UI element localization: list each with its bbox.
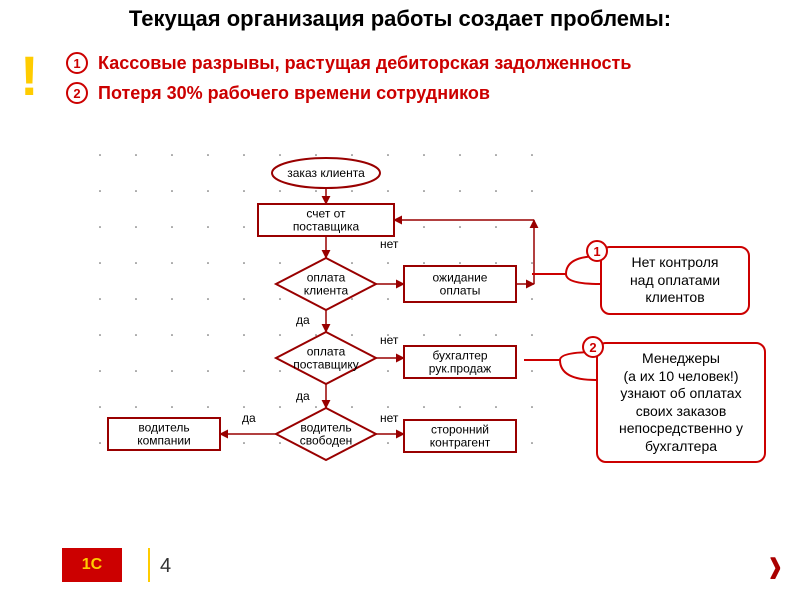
svg-text:оплата: оплата [307,345,346,359]
callout-2-line1: Менеджеры [608,350,754,368]
footer-divider [148,548,150,582]
svg-text:нет: нет [380,333,399,347]
svg-text:сторонний: сторонний [431,423,489,437]
logo-1c: 1C [62,548,122,582]
svg-text:ожидание: ожидание [433,271,488,285]
svg-text:да: да [296,389,310,403]
callout-2-line3: узнают об оплатах [608,385,754,403]
svg-text:рук.продаж: рук.продаж [429,362,491,376]
svg-text:счет от: счет от [306,207,346,221]
callout-1-line1: Нет контроля [612,254,738,272]
callout-1-badge: 1 [586,240,608,262]
svg-text:клиента: клиента [304,284,349,298]
svg-text:оплата: оплата [307,271,346,285]
callout-2-badge: 2 [582,336,604,358]
page-number: 4 [160,555,171,578]
svg-text:компании: компании [137,434,191,448]
svg-text:да: да [296,313,310,327]
svg-text:поставщику: поставщику [293,358,359,372]
callout-2-line5: непосредственно у [608,420,754,438]
callout-1-line2: над оплатами [612,272,738,290]
svg-text:заказ клиента: заказ клиента [287,166,365,180]
svg-text:контрагент: контрагент [430,436,491,450]
callout-2: Менеджеры (а их 10 человек!) узнают об о… [596,342,766,463]
svg-text:водитель: водитель [138,421,189,435]
callout-2-line4: своих заказов [608,403,754,421]
callout-1: Нет контроля над оплатами клиентов [600,246,750,315]
svg-text:бухгалтер: бухгалтер [432,349,487,363]
chevron-right-icon[interactable]: › [769,534,782,597]
callout-1-line3: клиентов [612,289,738,307]
svg-text:нет: нет [380,237,399,251]
svg-text:водитель: водитель [300,421,351,435]
svg-text:нет: нет [380,411,399,425]
svg-text:да: да [242,411,256,425]
svg-text:свободен: свободен [300,434,353,448]
callout-2-line2: (а их 10 человек!) [608,368,754,386]
callout-2-line6: бухгалтера [608,438,754,456]
svg-text:оплаты: оплаты [440,284,481,298]
svg-text:поставщика: поставщика [293,220,360,234]
